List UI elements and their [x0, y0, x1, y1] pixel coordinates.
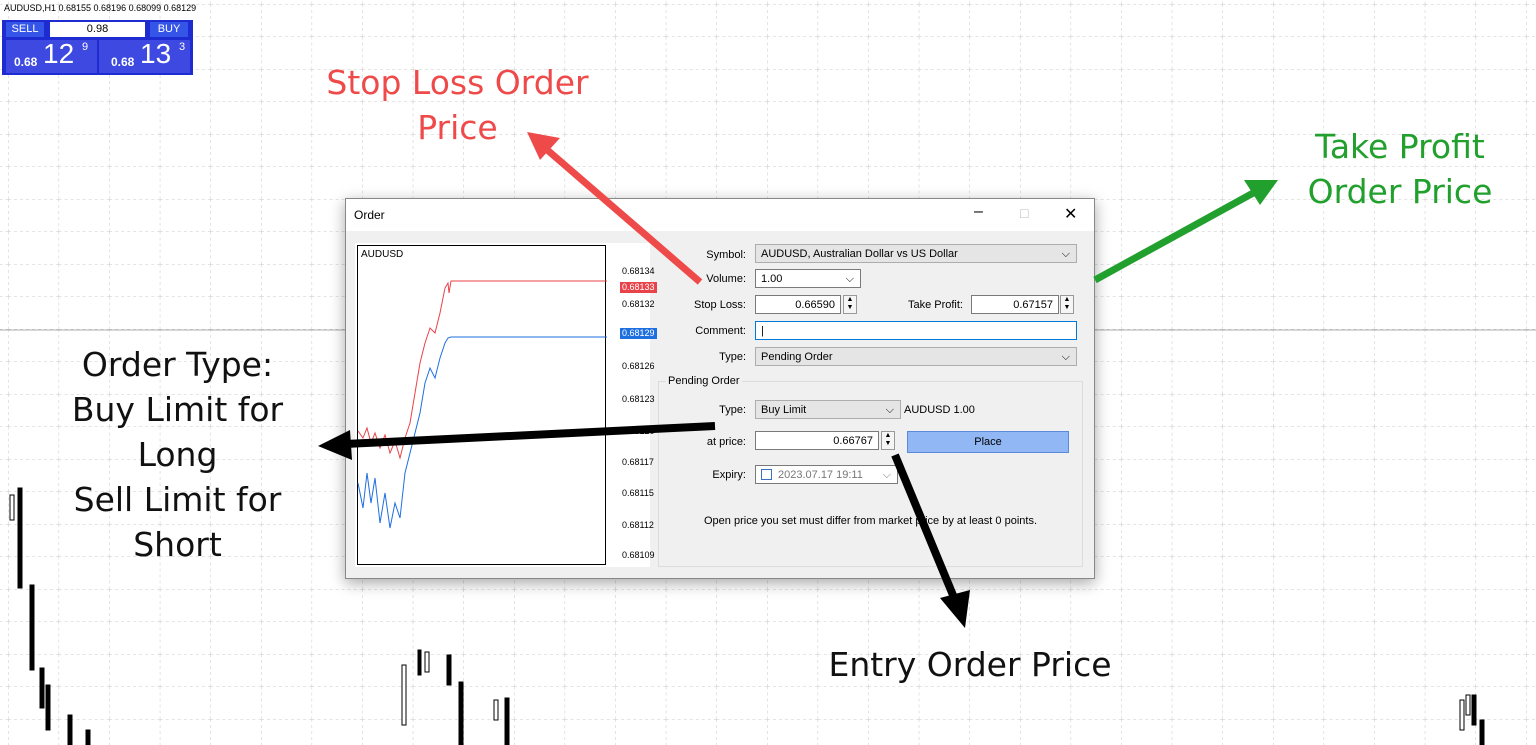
dialog-title: Order — [354, 208, 385, 222]
select-value: AUDUSD, Australian Dollar vs US Dollar — [761, 248, 958, 260]
field-label: Comment: — [695, 325, 746, 337]
comment-input[interactable]: | — [755, 321, 1077, 340]
mini-chart-lines — [357, 280, 607, 529]
price-label: 0.68132 — [622, 299, 655, 309]
field-label: Take Profit: — [907, 299, 963, 311]
sell-price[interactable]: 0.68 12 9 — [6, 38, 97, 73]
candles — [17, 487, 1485, 745]
annotation-line: Price — [417, 108, 498, 147]
field-label: Type: — [719, 404, 746, 416]
annotation-line: Order Price — [1307, 172, 1493, 211]
field-label: Stop Loss: — [694, 299, 746, 311]
field-label: Volume: — [706, 273, 746, 285]
pending-type-select[interactable]: Buy Limit ⌵ — [755, 400, 901, 419]
annotation-line: Order Type: — [81, 345, 274, 384]
one-click-panel: SELL 0.98 BUY 0.68 12 9 0.68 13 3 — [2, 20, 193, 75]
price-small: 0.68 — [14, 55, 38, 69]
maximize[interactable]: □ — [1020, 205, 1029, 221]
price-label: 0.68133 — [620, 282, 657, 293]
price-label: 0.68123 — [622, 394, 655, 404]
volume-select[interactable]: 1.00 ⌵ — [755, 269, 861, 288]
expiry-input[interactable]: 2023.07.17 19:11 ⌵ — [755, 465, 898, 484]
place-button[interactable]: Place — [907, 431, 1069, 453]
price-small: 0.68 — [111, 55, 135, 69]
annotation-line: Buy Limit for — [71, 390, 284, 429]
order-dialog: Order – □ ✕ AUDUSD 0.68134 0.68133 0.68132… — [345, 198, 1095, 579]
price-label: 0.68129 — [620, 328, 657, 339]
ask-line — [357, 280, 607, 460]
spinner[interactable]: ▲ ▼ — [1060, 295, 1074, 314]
symbol-volume: AUDUSD 1.00 — [904, 404, 975, 416]
at-price-input[interactable]: 0.66767 — [755, 431, 879, 450]
select-value: Pending Order — [761, 351, 833, 363]
entry-annotation: Entry Order Price — [828, 645, 1112, 684]
bid-line — [357, 336, 607, 529]
stop-loss-input[interactable]: 0.66590 — [755, 295, 841, 314]
minimize[interactable]: – — [974, 203, 983, 220]
note: Open price you set must differ from mark… — [704, 515, 1037, 527]
select-value: Buy Limit — [761, 404, 807, 416]
buy-button[interactable]: BUY — [150, 22, 188, 37]
price-label: 0.68109 — [622, 550, 655, 560]
price-big: 13 — [140, 38, 172, 69]
field-label: Expiry: — [712, 469, 746, 481]
field-label: Symbol: — [706, 249, 746, 261]
buy-price[interactable]: 0.68 13 3 — [99, 38, 190, 73]
annotation-line: Long — [137, 435, 218, 474]
chevron: ⌵ — [882, 469, 891, 481]
close[interactable]: ✕ — [1064, 206, 1078, 223]
price-big: 12 — [43, 38, 75, 69]
order-type-annotation: Order Type: Buy Limit for Long Sell Limit f… — [40, 342, 315, 567]
annotation-line: Short — [133, 525, 222, 564]
price-label: 0.68115 — [622, 488, 654, 498]
spinner[interactable]: ▲ ▼ — [881, 431, 895, 450]
spinner[interactable]: ▲ ▼ — [843, 295, 857, 314]
checkbox[interactable] — [761, 469, 772, 480]
annotation-line: Take Profit — [1315, 127, 1485, 166]
take-profit-input[interactable]: 0.67157 — [971, 295, 1059, 314]
group-title: Pending Order — [666, 375, 742, 387]
mini-chart-frame — [357, 245, 606, 565]
type-select[interactable]: Pending Order ⌵ — [755, 347, 1077, 366]
stop-loss-annotation: Stop Loss Order Price — [290, 60, 625, 150]
symbol-line: AUDUSD,H1 0.68155 0.68196 0.68099 0.6812… — [4, 3, 197, 13]
price-sup: 3 — [179, 41, 186, 53]
mini-chart: AUDUSD 0.68134 0.68133 0.68132 0.68129 0.681… — [355, 243, 657, 567]
field-label: at price: — [706, 436, 746, 448]
price-label: 0.68126 — [622, 361, 655, 371]
hollow-candles — [9, 494, 1471, 731]
chevron: ⌵ — [845, 273, 854, 285]
field-label: Type: — [719, 351, 746, 363]
price-label: 0.68112 — [622, 520, 654, 530]
chevron: ⌵ — [1061, 351, 1070, 363]
take-profit-annotation: Take Profit Order Price — [1280, 124, 1520, 214]
volume-field[interactable]: 0.98 — [50, 22, 145, 37]
annotation-line: Stop Loss Order — [326, 63, 589, 102]
sell-button[interactable]: SELL — [6, 22, 44, 37]
pending-group — [658, 381, 1083, 567]
select-value: 1.00 — [761, 273, 783, 285]
chevron: ⌵ — [1061, 248, 1070, 260]
mini-chart-symbol: AUDUSD — [361, 249, 404, 260]
annotation-line: Sell Limit for — [73, 480, 282, 519]
price-sup: 9 — [82, 41, 89, 53]
title-bar: Order – □ ✕ — [346, 199, 1094, 231]
expiry-value: 2023.07.17 19:11 — [778, 469, 863, 481]
symbol-select[interactable]: AUDUSD, Australian Dollar vs US Dollar ⌵ — [755, 244, 1077, 263]
price-label: 0.68117 — [622, 457, 654, 467]
chevron: ⌵ — [885, 404, 894, 416]
